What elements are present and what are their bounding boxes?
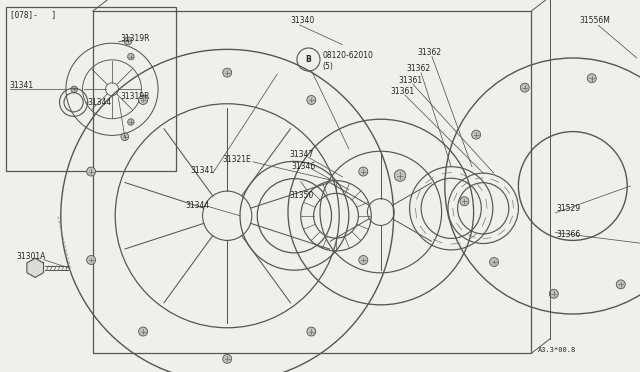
Text: 31301A: 31301A [16, 251, 45, 260]
Ellipse shape [359, 256, 368, 264]
Ellipse shape [71, 86, 77, 93]
Text: 31319R: 31319R [120, 92, 150, 100]
Text: 31319R: 31319R [120, 34, 150, 43]
Text: 31340: 31340 [290, 16, 314, 25]
Text: 31321E: 31321E [223, 155, 252, 164]
Ellipse shape [128, 53, 134, 60]
Text: 31346: 31346 [292, 161, 316, 170]
Ellipse shape [490, 257, 499, 266]
Ellipse shape [86, 256, 95, 264]
Ellipse shape [128, 119, 134, 125]
Text: 31529: 31529 [557, 204, 581, 213]
Ellipse shape [520, 83, 529, 92]
Ellipse shape [394, 170, 406, 181]
Ellipse shape [139, 327, 148, 336]
Text: 31341: 31341 [191, 166, 215, 174]
Text: 31361: 31361 [390, 87, 415, 96]
Bar [93, 11, 531, 353]
Ellipse shape [307, 96, 316, 105]
Ellipse shape [359, 167, 368, 176]
Text: (5): (5) [323, 62, 333, 71]
Ellipse shape [121, 133, 129, 141]
Text: 31362: 31362 [406, 64, 431, 73]
Text: 31341: 31341 [10, 81, 34, 90]
Ellipse shape [549, 289, 558, 298]
Ellipse shape [616, 280, 625, 289]
Text: 31361: 31361 [398, 76, 422, 84]
Ellipse shape [588, 74, 596, 83]
Text: A3.3*00.8: A3.3*00.8 [538, 347, 576, 353]
Text: [078]-   ]: [078]- ] [10, 10, 56, 19]
Ellipse shape [86, 167, 95, 176]
Ellipse shape [124, 37, 132, 45]
Text: 31556M: 31556M [579, 16, 610, 25]
Ellipse shape [223, 68, 232, 77]
Ellipse shape [139, 96, 148, 105]
Ellipse shape [472, 130, 481, 139]
Ellipse shape [223, 355, 232, 363]
Text: B: B [306, 55, 311, 64]
Text: 31344: 31344 [87, 98, 111, 107]
Bar [6, 7, 176, 171]
Ellipse shape [460, 197, 469, 206]
Text: 31350: 31350 [289, 191, 314, 200]
Text: 31362: 31362 [417, 48, 442, 57]
Text: 31366: 31366 [557, 230, 581, 239]
Text: 31347: 31347 [289, 150, 314, 159]
Polygon shape [27, 258, 44, 278]
Text: 08120-62010: 08120-62010 [323, 51, 373, 60]
Ellipse shape [307, 327, 316, 336]
Text: 31344: 31344 [186, 201, 210, 210]
